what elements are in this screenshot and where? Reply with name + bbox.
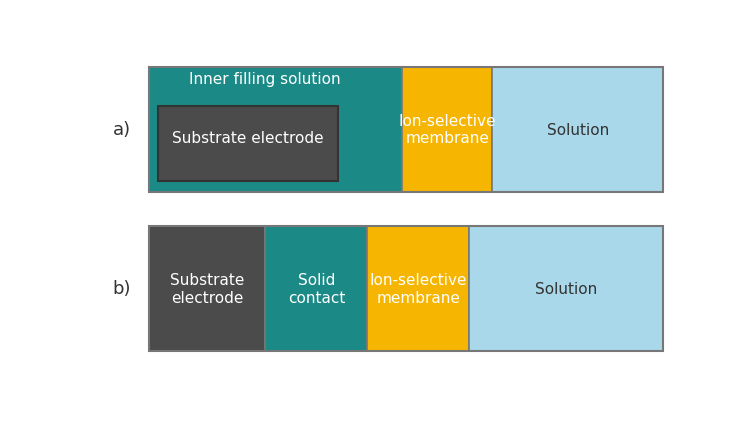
Bar — [469, 226, 663, 351]
Text: a): a) — [112, 121, 130, 139]
Bar — [158, 106, 338, 181]
Text: Solution: Solution — [536, 282, 598, 297]
Bar — [149, 226, 663, 351]
Text: b): b) — [112, 281, 131, 298]
Bar — [492, 67, 663, 192]
Bar — [149, 67, 663, 192]
Text: Ion-selective
membrane: Ion-selective membrane — [369, 273, 466, 306]
Text: Ion-selective
membrane: Ion-selective membrane — [398, 114, 496, 146]
Text: Substrate electrode: Substrate electrode — [172, 131, 323, 146]
Bar — [367, 226, 469, 351]
Text: Substrate
electrode: Substrate electrode — [170, 273, 244, 306]
Bar — [266, 226, 367, 351]
Bar — [149, 226, 266, 351]
Bar — [149, 67, 402, 192]
Bar — [402, 67, 492, 192]
Text: Inner filling solution: Inner filling solution — [190, 73, 341, 87]
Text: Solid
contact: Solid contact — [288, 273, 345, 306]
Text: Solution: Solution — [547, 123, 609, 138]
